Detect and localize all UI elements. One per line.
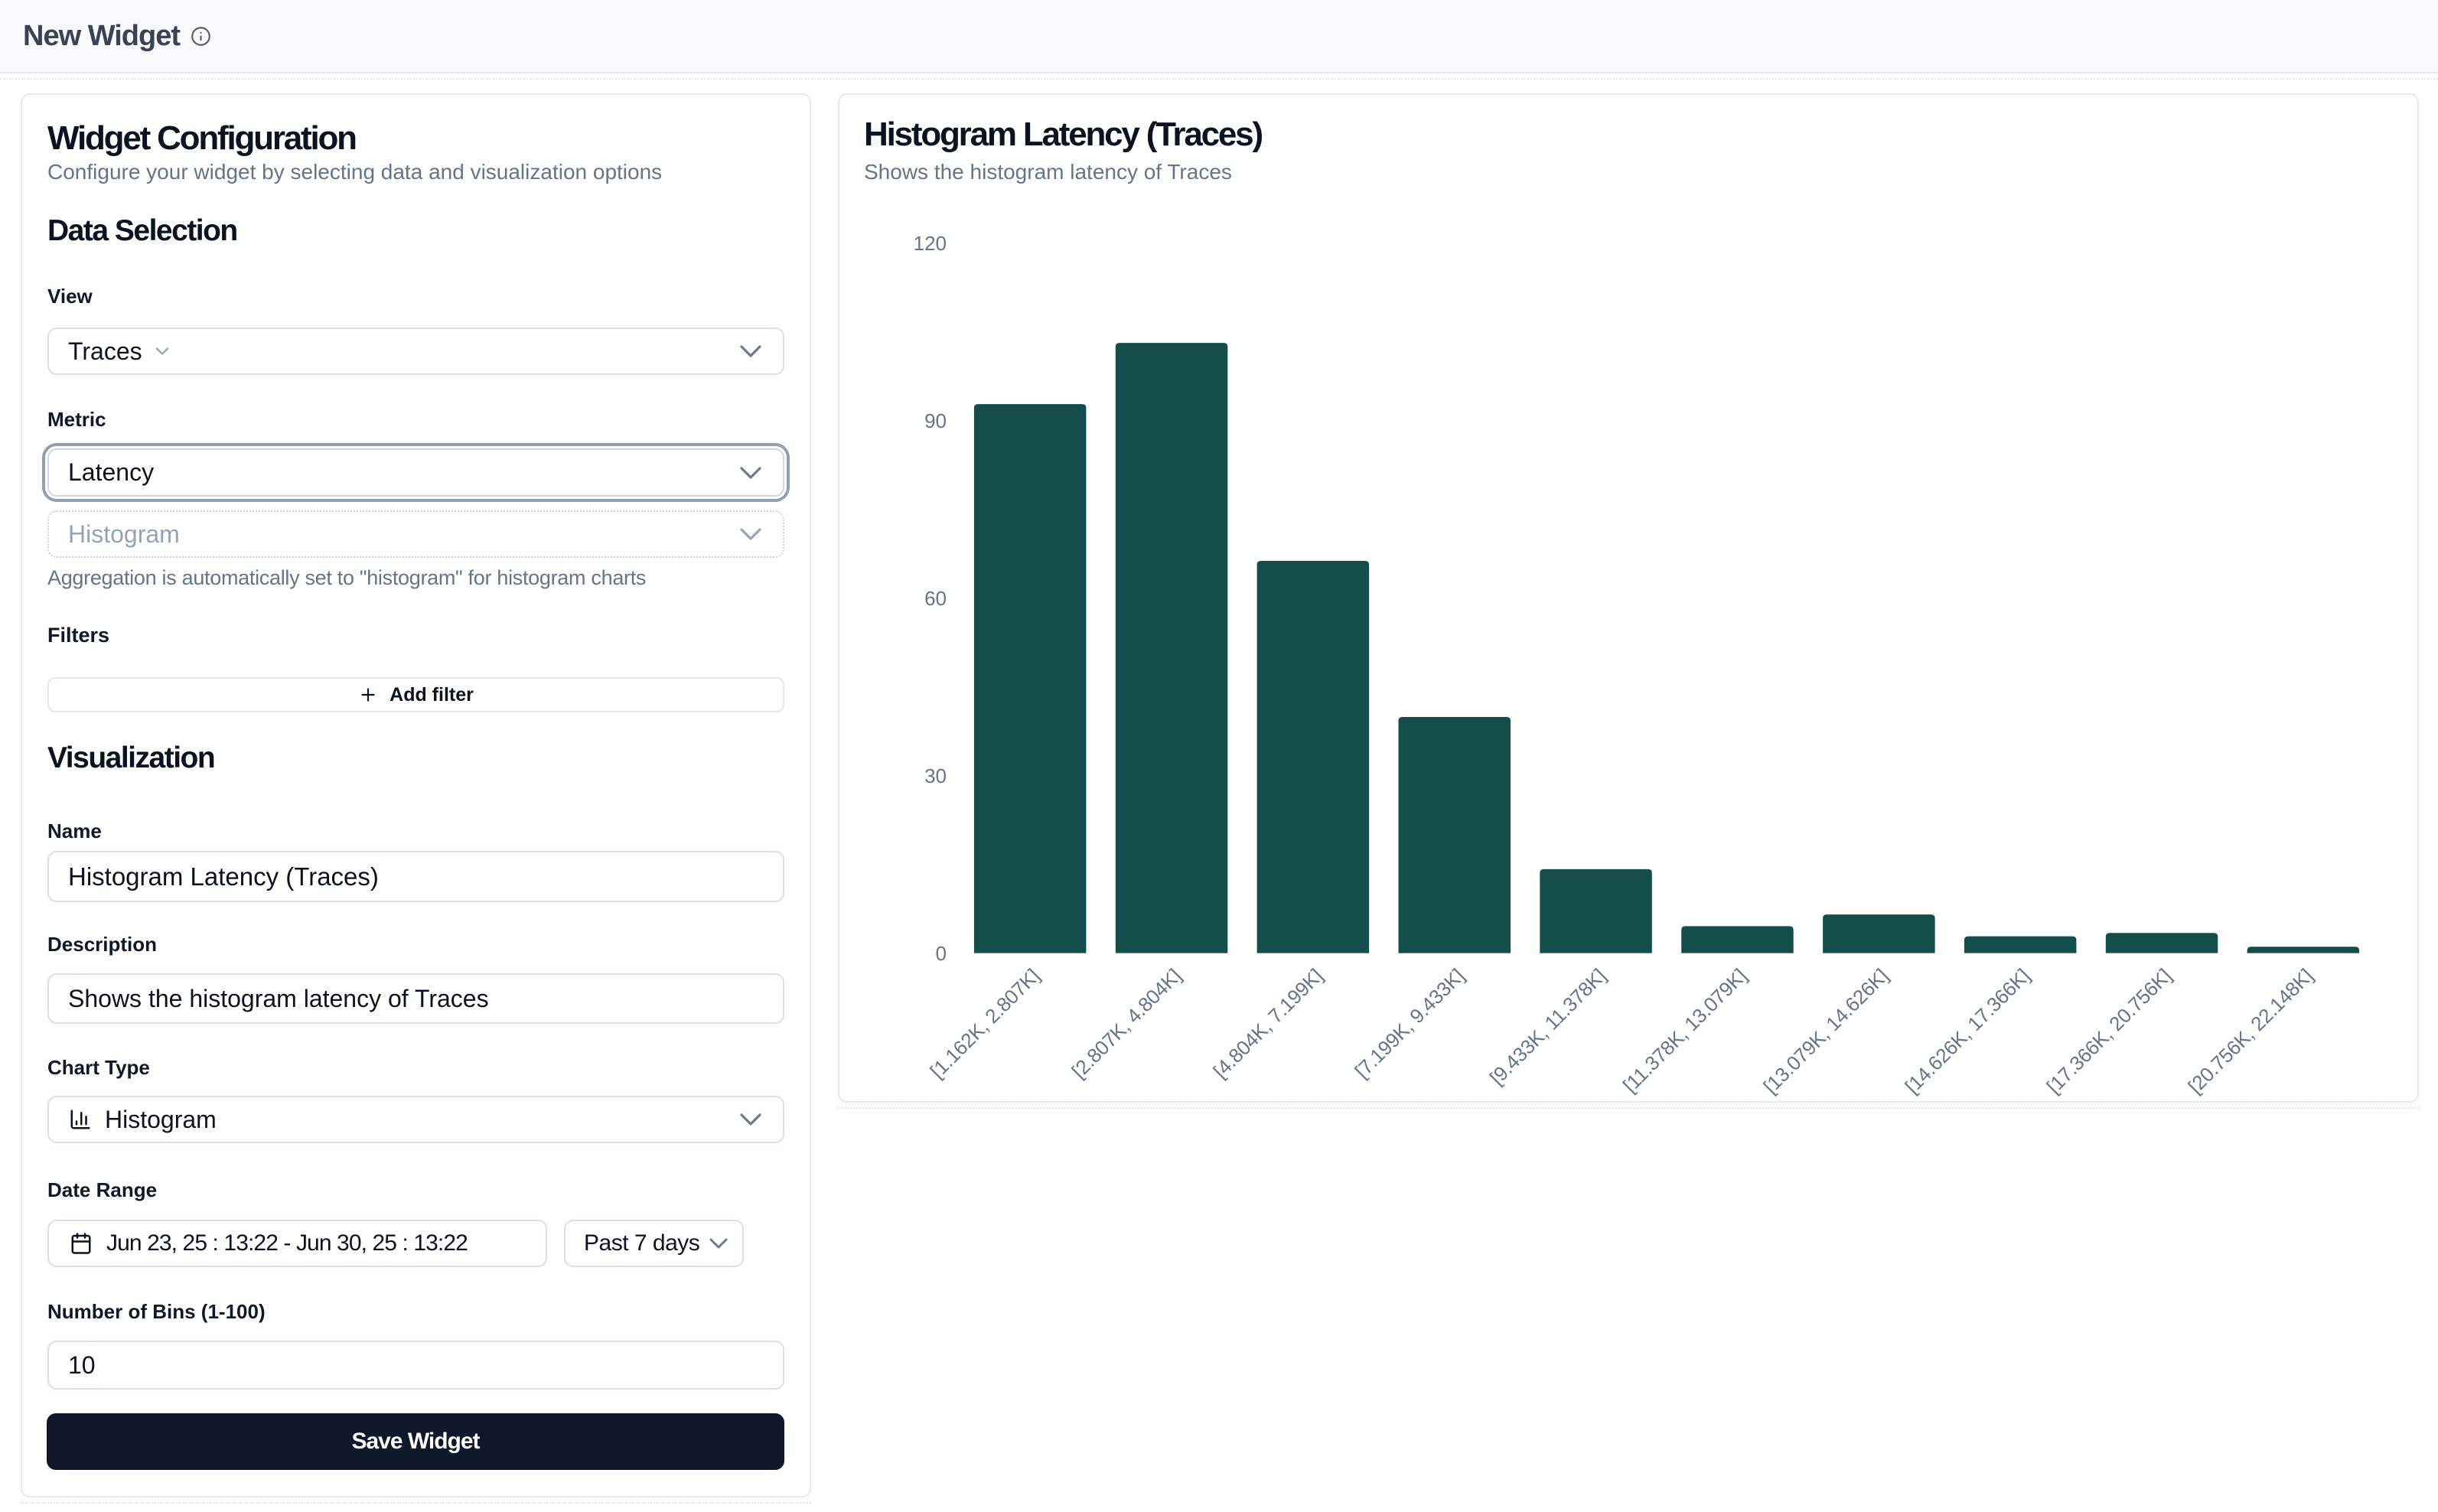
svg-text:60: 60 — [924, 587, 947, 610]
svg-text:[11.378K, 13.079K]: [11.378K, 13.079K] — [1618, 964, 1751, 1097]
svg-text:0: 0 — [936, 942, 947, 965]
svg-text:90: 90 — [924, 409, 947, 432]
svg-text:[1.162K, 2.807K]: [1.162K, 2.807K] — [925, 964, 1044, 1083]
svg-text:[9.433K, 11.378K]: [9.433K, 11.378K] — [1485, 964, 1610, 1089]
svg-text:[14.626K, 17.366K]: [14.626K, 17.366K] — [1900, 964, 2034, 1098]
svg-text:120: 120 — [914, 232, 947, 255]
svg-text:[7.199K, 9.433K]: [7.199K, 9.433K] — [1350, 964, 1468, 1083]
svg-text:[20.756K, 22.148K]: [20.756K, 22.148K] — [2183, 964, 2317, 1098]
svg-text:[13.079K, 14.626K]: [13.079K, 14.626K] — [1758, 964, 1892, 1098]
svg-text:[2.807K, 4.804K]: [2.807K, 4.804K] — [1067, 964, 1185, 1083]
svg-text:30: 30 — [924, 764, 947, 787]
svg-text:[4.804K, 7.199K]: [4.804K, 7.199K] — [1208, 964, 1327, 1083]
svg-text:[17.366K, 20.756K]: [17.366K, 20.756K] — [2042, 964, 2176, 1098]
